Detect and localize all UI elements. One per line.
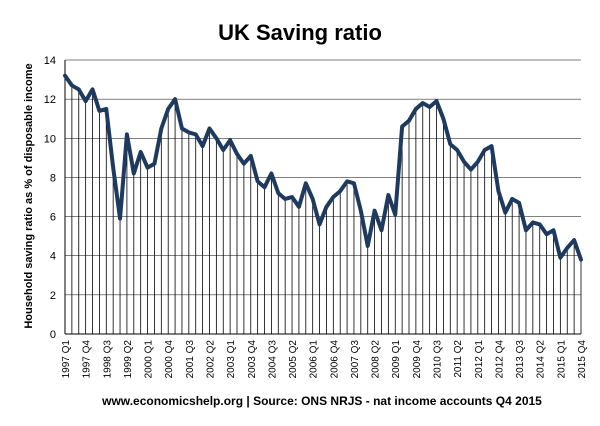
x-tick-label-9: 2003 Q4 xyxy=(247,340,258,379)
y-tick-label-10: 10 xyxy=(44,133,56,145)
x-tick-label-13: 2006 Q4 xyxy=(329,340,340,379)
axes xyxy=(65,60,581,334)
x-tick-label-11: 2005 Q2 xyxy=(288,340,299,379)
source-note: www.economicshelp.org | Source: ONS NRJS… xyxy=(101,394,542,408)
series-layer xyxy=(65,76,581,260)
y-tick-label-2: 2 xyxy=(50,290,56,302)
x-tick-label-8: 2003 Q1 xyxy=(226,340,237,379)
x-tick-label-14: 2007 Q3 xyxy=(350,340,361,379)
x-tick-label-10: 2004 Q3 xyxy=(267,340,278,379)
series-line xyxy=(65,76,581,260)
y-tick-label-8: 8 xyxy=(50,172,56,184)
x-tick-label-23: 2014 Q2 xyxy=(536,340,547,379)
y-tick-label-12: 12 xyxy=(44,94,56,106)
x-tick-labels: 1997 Q1 1997 Q4 1998 Q3 1999 Q2 2000 Q1 2000 … xyxy=(61,340,588,379)
x-tick-label-17: 2009 Q4 xyxy=(412,340,423,379)
y-tick-label-6: 6 xyxy=(50,212,56,224)
y-tick-label-14: 14 xyxy=(44,55,56,67)
x-tick-label-21: 2012 Q4 xyxy=(494,340,505,379)
x-tick-label-5: 2000 Q4 xyxy=(164,340,175,379)
x-tick-label-7: 2002 Q2 xyxy=(205,340,216,379)
y-tick-label-0: 0 xyxy=(50,329,56,341)
x-tick-label-20: 2012 Q1 xyxy=(474,340,485,379)
x-tick-label-25: 2015 Q4 xyxy=(577,340,588,379)
x-tick-label-4: 2000 Q1 xyxy=(144,340,155,379)
y-axis-label: Household saving ratio as % of disposabl… xyxy=(23,63,35,328)
x-tick-label-22: 2013 Q3 xyxy=(515,340,526,379)
x-tick-label-19: 2011 Q2 xyxy=(453,340,464,378)
x-tick-label-12: 2006 Q1 xyxy=(309,340,320,379)
x-tick-label-2: 1998 Q3 xyxy=(102,340,113,379)
x-tick-label-16: 2009 Q1 xyxy=(391,340,402,379)
x-tick-label-6: 2001 Q3 xyxy=(185,340,196,379)
x-tick-label-15: 2008 Q2 xyxy=(371,340,382,379)
x-tick-label-18: 2010 Q3 xyxy=(433,340,444,379)
x-tick-label-1: 1997 Q4 xyxy=(82,340,93,379)
y-tick-label-4: 4 xyxy=(50,251,56,263)
x-tick-label-3: 1999 Q2 xyxy=(123,340,134,379)
x-tick-label-0: 1997 Q1 xyxy=(61,340,72,379)
x-tick-label-24: 2015 Q1 xyxy=(556,340,567,379)
chart-title: UK Saving ratio xyxy=(218,20,382,45)
y-tick-labels: 0 2 4 6 8 10 12 14 xyxy=(44,55,56,341)
gridlines xyxy=(65,60,581,334)
